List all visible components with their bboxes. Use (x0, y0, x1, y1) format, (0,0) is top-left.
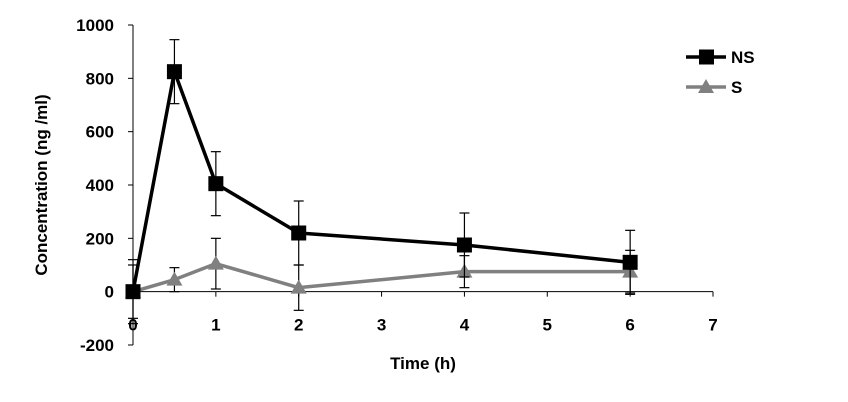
x-tick-label: 3 (377, 316, 386, 335)
series-ns (125, 39, 638, 325)
x-axis-title: Time (h) (390, 354, 456, 373)
y-tick-label: 200 (86, 229, 114, 248)
x-tick-label: 2 (294, 316, 303, 335)
tick-labels: -200 0 200 400 600 800 1000 0 1 2 3 4 5 6 7 (76, 16, 718, 355)
data-point (456, 237, 472, 253)
y-tick-label: -200 (80, 336, 114, 355)
series-line (131, 69, 631, 292)
legend-item-s: S (686, 78, 742, 97)
data-point (166, 271, 183, 286)
x-tick-label: 6 (625, 316, 634, 335)
y-tick-label: 1000 (76, 16, 114, 35)
series-line (132, 261, 631, 294)
data-point (622, 254, 638, 270)
data-point (290, 279, 307, 294)
y-axis-title: Concentration (ng /ml) (32, 94, 51, 275)
y-tick-label: 800 (86, 69, 114, 88)
data-point (125, 284, 141, 300)
y-tick-label: 400 (86, 176, 114, 195)
legend-label: S (731, 78, 742, 97)
legend-marker (699, 49, 714, 65)
legend-marker (698, 79, 714, 93)
data-point (207, 255, 224, 270)
data-point (208, 176, 224, 192)
x-tick-label: 1 (211, 316, 220, 335)
legend-item-ns: NS (686, 48, 755, 67)
y-tick-label: 600 (86, 123, 114, 142)
data-point (291, 225, 307, 241)
y-tick-label: 0 (105, 283, 114, 302)
x-tick-label: 5 (543, 316, 552, 335)
x-tick-label: 4 (460, 316, 470, 335)
legend-label: NS (731, 48, 755, 67)
x-tick-label: 0 (128, 316, 137, 335)
x-tick-label: 7 (708, 316, 717, 335)
legend: NS S (686, 48, 755, 97)
series-s (125, 237, 639, 319)
plot-area (125, 39, 639, 325)
data-point (166, 64, 182, 80)
